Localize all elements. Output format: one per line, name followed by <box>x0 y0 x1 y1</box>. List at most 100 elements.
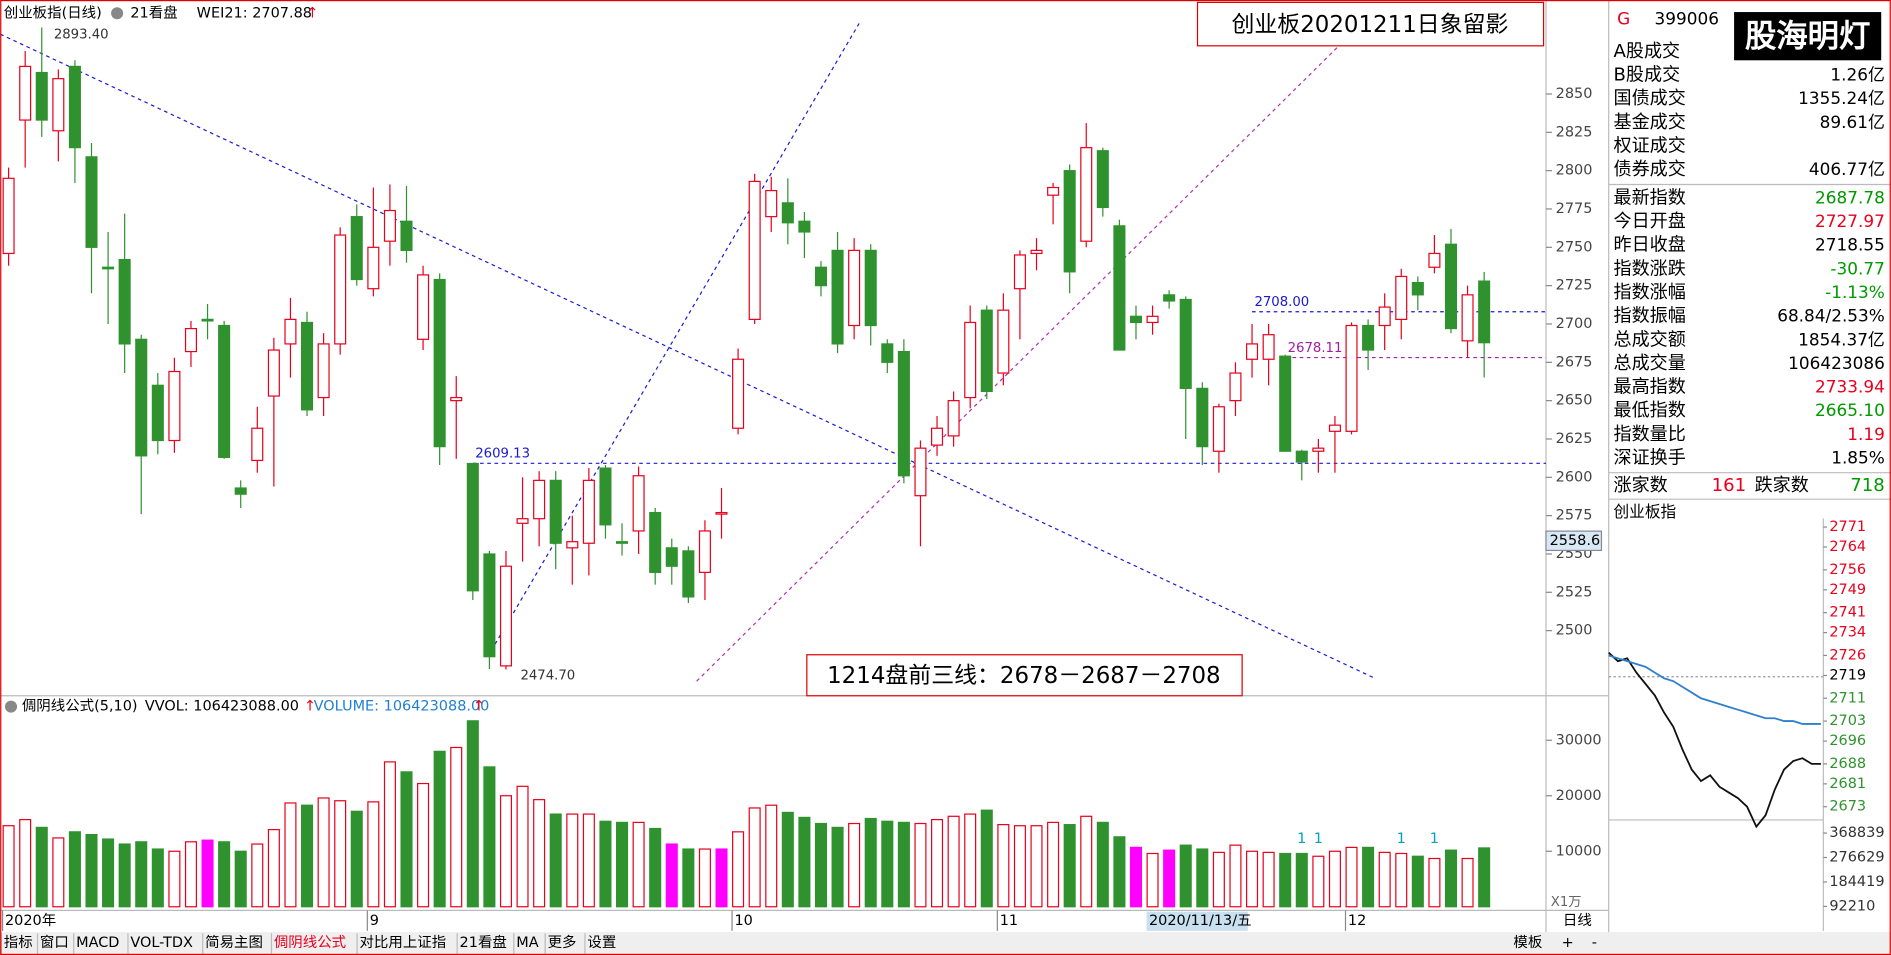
volume-bar <box>665 843 678 908</box>
y2-tick-label: 368839 <box>1829 825 1884 841</box>
y-tick-label: 2575 <box>1556 508 1593 524</box>
note-box <box>806 654 1243 697</box>
candle-body <box>582 479 595 544</box>
mini-title: 创业板指 <box>1614 502 1677 521</box>
tab[interactable]: 简易主图 <box>205 934 263 951</box>
row-label: B股成交 <box>1614 64 1681 85</box>
row-label: 最高指数 <box>1614 377 1686 398</box>
candle-body <box>881 343 894 363</box>
cursor-price: 2558.6 <box>1550 533 1601 549</box>
candle-body <box>184 327 198 353</box>
candle-body <box>980 309 993 393</box>
row-value: 1355.24亿 <box>1798 88 1885 108</box>
candle-body <box>284 318 297 345</box>
breadth-label: 跌家数 <box>1755 475 1809 496</box>
volume-bar <box>1129 846 1143 908</box>
y-tick-label: 10000 <box>1556 843 1602 859</box>
code: 399006 <box>1655 8 1719 28</box>
candle-body <box>1013 254 1026 290</box>
candle-body <box>1246 343 1259 360</box>
candle-body <box>914 447 927 497</box>
signal: 1 <box>1397 831 1406 847</box>
volume-bar <box>433 750 446 908</box>
volume-bar <box>300 804 314 908</box>
volume-bar <box>1444 849 1458 908</box>
volume-bar <box>417 782 430 908</box>
tab[interactable]: VOL-TDX <box>130 935 193 951</box>
gear-icon[interactable] <box>111 7 124 20</box>
level-label: 2708.00 <box>1254 295 1309 310</box>
candle-body <box>781 202 794 224</box>
cursor-date: 2020/11/13/五 <box>1149 913 1252 929</box>
period: 日线 <box>1563 912 1592 929</box>
breadth-label: 涨家数 <box>1614 475 1668 496</box>
volume-bar <box>814 822 828 908</box>
volume-bar <box>383 761 396 908</box>
candle-body <box>35 71 48 121</box>
volume-bar <box>234 850 247 908</box>
tab[interactable]: 21看盘 <box>460 933 507 951</box>
candle-body <box>748 180 761 320</box>
volume-bar <box>1345 846 1358 908</box>
trend-line <box>696 46 1339 682</box>
row-value: -1.13% <box>1825 282 1885 302</box>
candle-body <box>1362 324 1375 351</box>
volume-title: 倜阴线公式(5,10) <box>22 698 138 715</box>
volume-bar <box>267 829 280 908</box>
candle-body <box>997 309 1010 374</box>
volume-bar <box>35 826 48 908</box>
candle-body <box>350 216 363 281</box>
volume-bar <box>184 841 198 908</box>
volume-bar <box>1378 851 1391 908</box>
toolbar-button[interactable]: 模板 <box>1513 933 1542 951</box>
gear-icon[interactable] <box>4 700 18 713</box>
tab[interactable]: MA <box>516 935 538 951</box>
candle-body <box>1146 315 1159 324</box>
volume-bar <box>168 850 181 908</box>
candle-body <box>118 258 131 345</box>
volume-bar <box>848 822 861 908</box>
volume-unit: X1万 <box>1551 895 1582 910</box>
candle-body <box>1328 424 1341 432</box>
candle-body <box>1113 225 1126 351</box>
candle-body <box>317 343 330 399</box>
volume-bar <box>765 804 778 908</box>
tab[interactable]: 窗口 <box>40 933 69 951</box>
intraday-line <box>1608 651 1821 829</box>
row-label: 指数振幅 <box>1614 306 1686 327</box>
row-label: 今日开盘 <box>1614 211 1686 232</box>
candle-body <box>1129 315 1143 324</box>
y-tick-label: 2850 <box>1556 86 1593 102</box>
candle-body <box>85 156 98 248</box>
tab[interactable]: 更多 <box>548 934 577 951</box>
row-label: 基金成交 <box>1614 112 1686 133</box>
candle-body <box>599 467 612 526</box>
candle-body <box>383 209 396 242</box>
candle-body <box>831 249 844 345</box>
tab[interactable]: MACD <box>76 935 119 951</box>
tab[interactable]: 指标 <box>4 934 33 951</box>
tab[interactable]: 设置 <box>587 934 616 951</box>
volume-bar <box>599 820 612 908</box>
row-label: 最新指数 <box>1614 187 1686 208</box>
tab[interactable]: 倜阴线公式 <box>274 934 346 951</box>
row-value: 89.61亿 <box>1820 112 1885 132</box>
row-value: 1854.37亿 <box>1798 329 1885 349</box>
candle-body <box>1047 186 1060 196</box>
toolbar-bg <box>0 932 1891 955</box>
volume-bar <box>582 813 595 908</box>
y-tick-label: 20000 <box>1556 788 1602 804</box>
toolbar-button[interactable]: + <box>1562 935 1574 951</box>
candle-body <box>334 234 347 345</box>
candle-body <box>1378 306 1391 327</box>
candle-body <box>848 249 861 327</box>
candle-body <box>665 547 678 567</box>
tab[interactable]: 对比用上证指 <box>359 934 446 951</box>
y-tick-label: 2734 <box>1829 625 1866 641</box>
toolbar-button[interactable]: - <box>1592 935 1597 951</box>
y-tick-label: 2825 <box>1556 124 1593 140</box>
volume-bar <box>68 831 81 908</box>
y-tick-label: 2719 <box>1829 667 1866 683</box>
volume-bar <box>1461 857 1474 908</box>
row-value: 106423086 <box>1788 353 1885 373</box>
